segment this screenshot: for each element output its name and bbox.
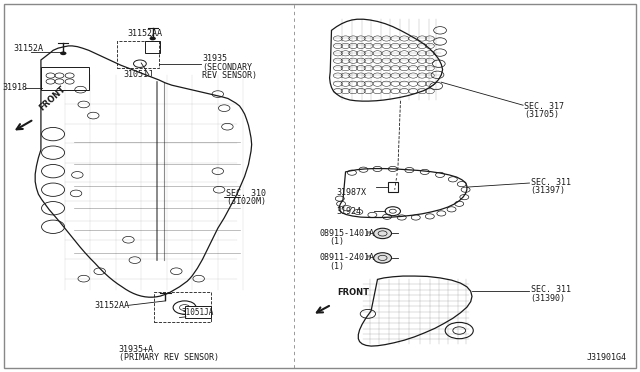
Text: FRONT: FRONT — [38, 84, 68, 113]
Text: SEC. 311: SEC. 311 — [531, 178, 571, 187]
Text: M: M — [367, 231, 371, 236]
Bar — [145, 41, 161, 52]
Bar — [388, 182, 398, 192]
Bar — [154, 292, 211, 322]
Bar — [117, 41, 159, 68]
Circle shape — [150, 37, 156, 40]
Text: 31051J: 31051J — [124, 70, 154, 79]
Text: (SECONDARY: (SECONDARY — [202, 63, 253, 72]
Text: 31152AA: 31152AA — [127, 29, 162, 38]
Bar — [41, 67, 89, 90]
Text: (1): (1) — [330, 237, 344, 246]
Text: SEC. 311: SEC. 311 — [531, 285, 571, 294]
Circle shape — [60, 51, 67, 55]
Text: M: M — [367, 256, 371, 260]
Text: 31935+A: 31935+A — [119, 344, 154, 353]
Text: (31390): (31390) — [531, 294, 566, 303]
Text: (PRIMARY REV SENSOR): (PRIMARY REV SENSOR) — [119, 353, 219, 362]
Text: 31918: 31918 — [3, 83, 28, 92]
Text: J31901G4: J31901G4 — [586, 353, 627, 362]
Text: 31924: 31924 — [337, 208, 362, 217]
Text: (1): (1) — [330, 262, 344, 271]
Text: 08915-1401A: 08915-1401A — [320, 228, 375, 238]
Text: 31152AA: 31152AA — [95, 301, 129, 310]
Bar — [184, 307, 211, 318]
Text: REV SENSOR): REV SENSOR) — [202, 71, 257, 80]
Text: SEC. 310: SEC. 310 — [226, 189, 266, 198]
Text: 31987X: 31987X — [337, 188, 367, 197]
Text: 31935: 31935 — [202, 54, 227, 63]
Text: (31397): (31397) — [531, 186, 566, 195]
Text: 08911-2401A: 08911-2401A — [320, 253, 375, 262]
Text: 31051JA: 31051JA — [182, 308, 214, 317]
Circle shape — [374, 253, 392, 263]
Text: SEC. 317: SEC. 317 — [524, 102, 564, 111]
Text: (31705): (31705) — [524, 110, 559, 119]
Text: FRONT: FRONT — [337, 288, 369, 297]
Text: 31152A: 31152A — [13, 44, 44, 53]
Text: (31020M): (31020M) — [226, 198, 266, 206]
Circle shape — [374, 228, 392, 238]
